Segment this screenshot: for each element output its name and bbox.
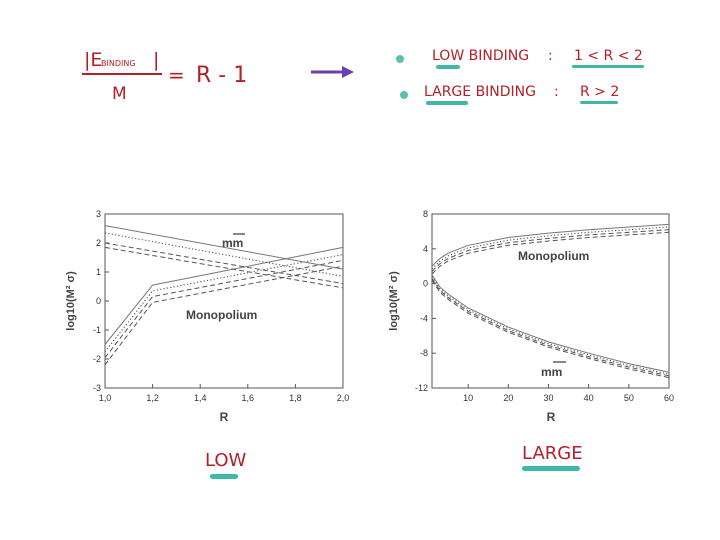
- formula-numerator-bar: |: [153, 49, 159, 71]
- label-large-highlight: [522, 466, 580, 471]
- chart-low-annotation-mm: mm: [222, 236, 243, 250]
- chart-low-series-line-6: [104, 242, 344, 285]
- chart-low-series: [104, 225, 344, 366]
- chart-large-ytick-label: -8: [420, 348, 428, 358]
- chart-large-series-line-1: [431, 226, 670, 270]
- chart-low-xtick-label: 2,0: [337, 393, 350, 403]
- chart-large-series-line-3: [431, 231, 670, 275]
- chart-low-series-line-3: [104, 265, 344, 366]
- chart-low-xlabel: R: [220, 410, 229, 424]
- formula-rhs: R - 1: [196, 63, 247, 88]
- chart-low-xtick-label: 1,6: [242, 393, 255, 403]
- formula-numerator: |E: [84, 49, 102, 71]
- chart-large-series-line-2: [431, 229, 670, 272]
- chart-low-xtick-label: 1,0: [99, 393, 112, 403]
- chart-large-ytick-label: 0: [423, 279, 428, 289]
- chart-large-xtick-label: 20: [503, 393, 513, 403]
- chart-large-annotation-monopolium: Monopolium: [518, 249, 589, 263]
- bullet-large-highlight: [426, 101, 468, 105]
- chart-large-series-line-6: [431, 278, 670, 377]
- bullet-low-highlight: [436, 65, 460, 69]
- bullet-dot-icon: [396, 55, 404, 63]
- bullet-large-sep: :: [554, 84, 559, 100]
- formula-equals: =: [168, 63, 185, 87]
- chart-low-ylabel: log10(M² σ): [65, 271, 77, 331]
- formula-denominator: M: [112, 84, 127, 104]
- chart-low-xtick-label: 1,8: [289, 393, 302, 403]
- chart-low-ticks: 1,0 1,2 1,4 1,6 1,8 2,0 -3 -2 -1 0 1 2 3: [93, 209, 349, 403]
- chart-large-ylabel: log10(M² σ): [388, 271, 400, 331]
- chart-low-ytick-label: 0: [96, 296, 101, 306]
- chart-low-ytick-label: -2: [93, 354, 101, 364]
- chart-large-xtick-label: 40: [584, 393, 594, 403]
- chart-large-series-line-7: [431, 279, 670, 379]
- chart-large-series-line-4: [431, 274, 670, 373]
- chart-large-ticks: 10 20 30 40 50 60 -12 -8 -4 0 4 8: [415, 209, 674, 403]
- chart-low-series-line-7: [104, 246, 344, 289]
- chart-low-annotation-monopolium: Monopolium: [186, 308, 257, 322]
- chart-low-xtick-label: 1,4: [194, 393, 207, 403]
- chart-large-series-line-5: [431, 276, 670, 375]
- chart-low-xtick-label: 1,2: [146, 393, 159, 403]
- chart-low-series-line-1: [104, 254, 344, 353]
- bullet-low-label: LOW BINDING: [432, 48, 529, 64]
- chart-large-series-line-0: [431, 223, 670, 267]
- chart-low-ytick-label: 2: [96, 238, 101, 248]
- formula-numerator-subscript: BINDING: [101, 59, 136, 68]
- chart-low-binding: 1,0 1,2 1,4 1,6 1,8 2,0 -3 -2 -1 0 1 2 3 mm Monopoli…: [65, 209, 349, 424]
- chart-large-xtick-label: 30: [543, 393, 553, 403]
- arrow-icon: [311, 66, 354, 78]
- chart-low-series-line-0: [104, 246, 344, 345]
- bullet-large-binding: LARGE BINDING : R > 2: [400, 84, 619, 105]
- chart-large-series: [431, 223, 670, 379]
- label-large: LARGE: [522, 443, 583, 464]
- chart-low-ytick-label: 3: [96, 209, 101, 219]
- chart-large-annotation-mm: mm: [541, 365, 562, 379]
- chart-large-ytick-label: -4: [420, 313, 428, 323]
- chart-low-ytick-label: -1: [93, 325, 101, 335]
- chart-low-ytick-label: 1: [96, 267, 101, 277]
- binding-formula: |E BINDING | M = R - 1: [82, 49, 247, 104]
- bullet-low-binding: LOW BINDING : 1 < R < 2: [396, 48, 644, 69]
- chart-low-series-line-4: [104, 225, 344, 270]
- bullet-dot-icon: [400, 91, 408, 99]
- chart-large-xlabel: R: [547, 410, 556, 424]
- bottom-labels: LOW LARGE: [205, 443, 583, 479]
- label-low: LOW: [205, 450, 247, 471]
- chart-low-series-line-2: [104, 259, 344, 358]
- bullet-low-sep: :: [548, 48, 553, 64]
- chart-low-series-line-5: [104, 232, 344, 277]
- chart-low-ytick-label: -3: [93, 383, 101, 393]
- chart-large-xtick-label: 50: [624, 393, 634, 403]
- chart-large-binding: 10 20 30 40 50 60 -12 -8 -4 0 4 8 Monopolium mm R l…: [388, 209, 674, 424]
- bullet-low-value-highlight: [572, 65, 644, 68]
- chart-large-plot-area: [431, 213, 670, 389]
- bullet-large-value-highlight: [580, 101, 618, 104]
- bullet-large-label: LARGE BINDING: [424, 84, 536, 100]
- chart-large-xtick-label: 10: [463, 393, 473, 403]
- chart-large-ytick-label: -12: [415, 383, 428, 393]
- bullet-large-value: R > 2: [580, 84, 619, 100]
- chart-large-ytick-label: 8: [423, 209, 428, 219]
- chart-large-xtick-label: 60: [664, 393, 674, 403]
- label-low-highlight: [210, 474, 238, 479]
- chart-large-ytick-label: 4: [423, 244, 428, 254]
- bullet-low-value: 1 < R < 2: [574, 48, 643, 64]
